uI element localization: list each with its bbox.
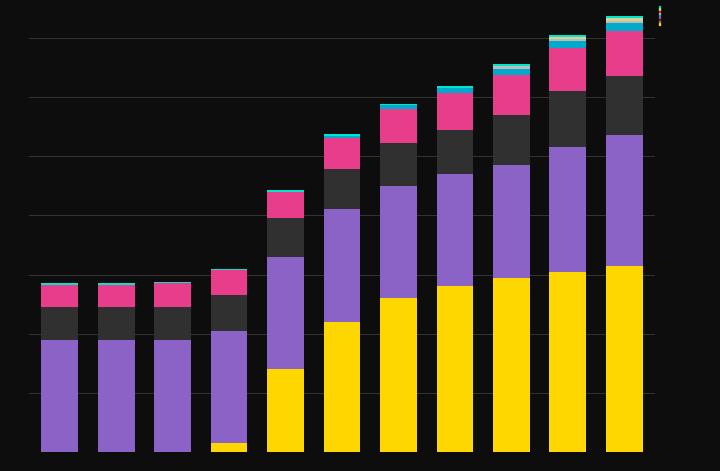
Bar: [549, 91, 586, 147]
Bar: [436, 88, 473, 93]
Bar: [493, 277, 530, 452]
Bar: [606, 31, 642, 76]
Bar: [267, 192, 304, 219]
Bar: [154, 284, 191, 307]
Bar: [549, 49, 586, 91]
Bar: [606, 23, 642, 31]
Bar: [380, 104, 417, 106]
Bar: [154, 340, 191, 452]
Bar: [606, 21, 642, 23]
Bar: [606, 266, 642, 452]
Bar: [549, 147, 586, 272]
Bar: [211, 268, 248, 270]
Bar: [98, 307, 135, 340]
Bar: [267, 257, 304, 369]
Bar: [380, 109, 417, 143]
Bar: [606, 16, 642, 18]
Bar: [267, 219, 304, 257]
Bar: [324, 138, 360, 169]
Bar: [42, 284, 78, 307]
Bar: [98, 340, 135, 452]
Bar: [549, 272, 586, 452]
Bar: [549, 39, 586, 41]
Bar: [380, 143, 417, 186]
Bar: [267, 369, 304, 452]
Bar: [436, 93, 473, 130]
Bar: [493, 66, 530, 69]
Bar: [606, 136, 642, 266]
Bar: [606, 18, 642, 21]
Bar: [493, 165, 530, 277]
Bar: [436, 286, 473, 452]
Bar: [493, 74, 530, 115]
Bar: [493, 115, 530, 165]
Legend: , , , , , , , , : , , , , , , , ,: [659, 6, 661, 24]
Bar: [606, 76, 642, 136]
Bar: [324, 169, 360, 210]
Bar: [324, 322, 360, 452]
Bar: [324, 134, 360, 136]
Bar: [549, 37, 586, 39]
Bar: [549, 41, 586, 49]
Bar: [42, 283, 78, 284]
Bar: [154, 282, 191, 284]
Bar: [380, 298, 417, 452]
Bar: [436, 86, 473, 88]
Bar: [42, 340, 78, 452]
Bar: [211, 443, 248, 452]
Bar: [98, 283, 135, 284]
Bar: [436, 130, 473, 174]
Bar: [380, 186, 417, 298]
Bar: [211, 331, 248, 443]
Bar: [436, 174, 473, 286]
Bar: [211, 295, 248, 331]
Bar: [98, 284, 135, 307]
Bar: [493, 65, 530, 66]
Bar: [324, 136, 360, 138]
Bar: [267, 190, 304, 192]
Bar: [493, 69, 530, 74]
Bar: [380, 106, 417, 109]
Bar: [42, 307, 78, 340]
Bar: [324, 210, 360, 322]
Bar: [549, 35, 586, 37]
Bar: [154, 307, 191, 340]
Bar: [211, 270, 248, 295]
